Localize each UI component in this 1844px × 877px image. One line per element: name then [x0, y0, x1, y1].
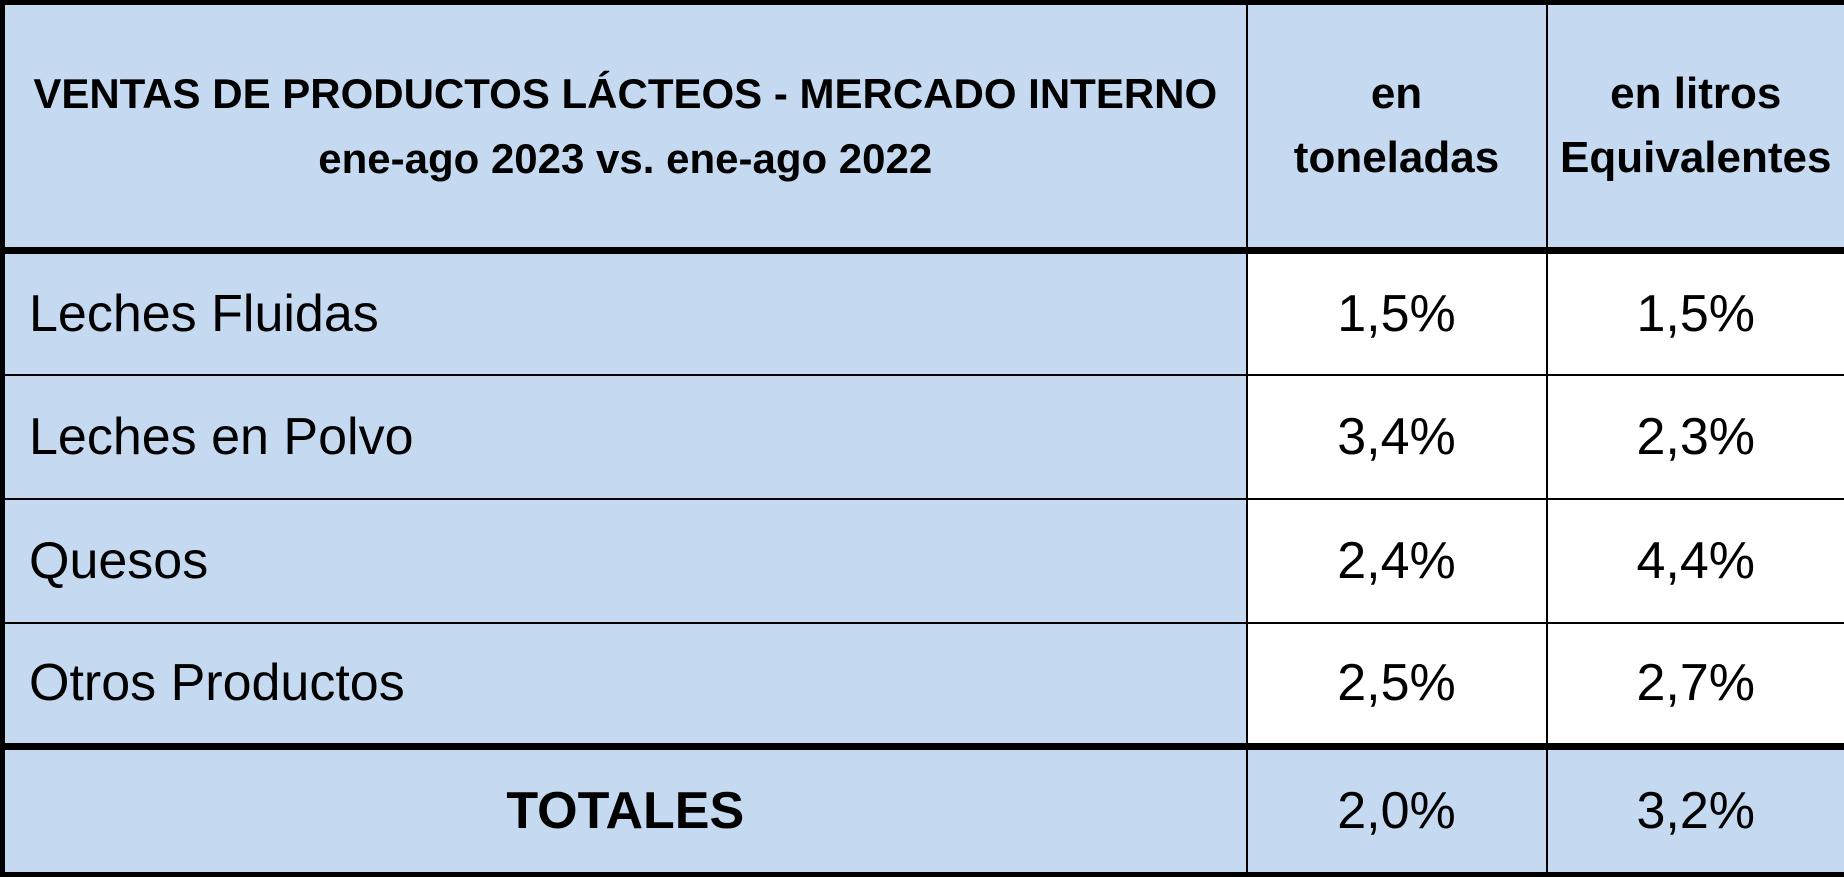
- totals-row: TOTALES 2,0% 3,2%: [3, 747, 1844, 875]
- row-value-liters: 4,4%: [1547, 499, 1844, 623]
- column-header-liters-line1: en litros: [1548, 62, 1844, 126]
- totals-value-tons: 2,0%: [1247, 747, 1547, 875]
- row-value-liters: 1,5%: [1547, 251, 1844, 375]
- column-header-tons: en toneladas: [1247, 3, 1547, 251]
- totals-label: TOTALES: [3, 747, 1247, 875]
- column-header-tons-line2: toneladas: [1248, 126, 1546, 190]
- row-value-tons: 3,4%: [1247, 375, 1547, 499]
- row-value-tons: 2,5%: [1247, 623, 1547, 747]
- table-row: Otros Productos 2,5% 2,7%: [3, 623, 1844, 747]
- column-header-liters: en litros Equivalentes: [1547, 3, 1844, 251]
- column-header-liters-line2: Equivalentes: [1548, 126, 1844, 190]
- table-subtitle: ene-ago 2023 vs. ene-ago 2022: [5, 126, 1246, 191]
- column-header-tons-line1: en: [1248, 62, 1546, 126]
- row-label: Otros Productos: [3, 623, 1247, 747]
- table-header-row: VENTAS DE PRODUCTOS LÁCTEOS - MERCADO IN…: [3, 3, 1844, 251]
- row-label: Quesos: [3, 499, 1247, 623]
- row-value-liters: 2,7%: [1547, 623, 1844, 747]
- row-value-liters: 2,3%: [1547, 375, 1844, 499]
- row-label: Leches Fluidas: [3, 251, 1247, 375]
- row-label: Leches en Polvo: [3, 375, 1247, 499]
- table-row: Leches en Polvo 3,4% 2,3%: [3, 375, 1844, 499]
- totals-value-liters: 3,2%: [1547, 747, 1844, 875]
- row-value-tons: 1,5%: [1247, 251, 1547, 375]
- table-row: Quesos 2,4% 4,4%: [3, 499, 1844, 623]
- table-row: Leches Fluidas 1,5% 1,5%: [3, 251, 1844, 375]
- row-value-tons: 2,4%: [1247, 499, 1547, 623]
- table-title-cell: VENTAS DE PRODUCTOS LÁCTEOS - MERCADO IN…: [3, 3, 1247, 251]
- table-title: VENTAS DE PRODUCTOS LÁCTEOS - MERCADO IN…: [5, 61, 1246, 126]
